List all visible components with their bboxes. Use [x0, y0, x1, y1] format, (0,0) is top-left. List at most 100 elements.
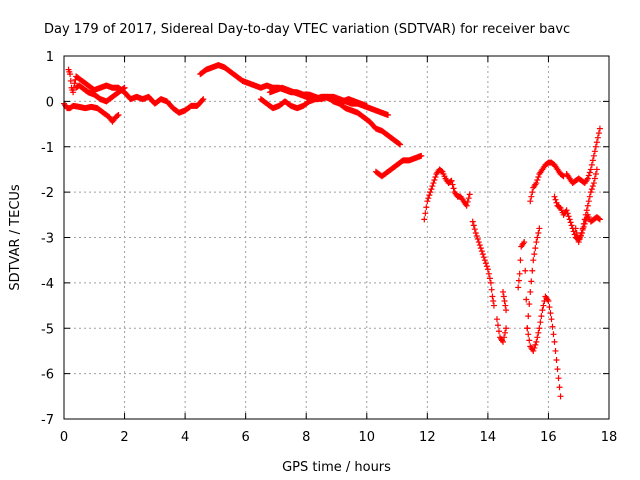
- data-point: [535, 229, 542, 236]
- data-point: [471, 226, 478, 233]
- data-point: [396, 140, 403, 147]
- data-point: [71, 80, 78, 87]
- data-point: [115, 111, 122, 118]
- series-track-f: [266, 84, 370, 109]
- data-point: [581, 216, 588, 223]
- data-point: [424, 198, 431, 205]
- data-point: [585, 198, 592, 205]
- data-point: [591, 175, 598, 182]
- y-tick-label: -6: [41, 368, 54, 383]
- data-point: [427, 189, 434, 196]
- data-point: [551, 338, 558, 345]
- data-point: [590, 152, 597, 159]
- data-point: [464, 198, 471, 205]
- data-point: [199, 97, 206, 104]
- data-point: [577, 232, 584, 239]
- data-point: [551, 193, 558, 200]
- data-point: [596, 216, 603, 223]
- data-point: [500, 293, 507, 300]
- data-point: [501, 334, 508, 341]
- data-point: [553, 357, 560, 364]
- data-point: [532, 341, 539, 348]
- data-point: [517, 257, 524, 264]
- series-track-m: [527, 159, 567, 205]
- data-point: [591, 148, 598, 155]
- data-point: [549, 323, 556, 330]
- data-point: [525, 313, 532, 320]
- data-point: [516, 270, 523, 277]
- data-point: [490, 302, 497, 309]
- data-point: [438, 167, 445, 174]
- data-point: [587, 189, 594, 196]
- data-point: [568, 222, 575, 229]
- data-point: [588, 161, 595, 168]
- x-axis-label: GPS time / hours: [282, 460, 391, 475]
- data-point: [500, 288, 507, 295]
- data-point: [484, 266, 491, 273]
- y-tick-label: -1: [41, 141, 54, 156]
- data-point: [552, 196, 559, 203]
- data-point: [595, 130, 602, 137]
- data-point: [423, 204, 430, 211]
- data-point: [528, 193, 535, 200]
- data-point: [429, 183, 436, 190]
- data-point: [67, 77, 74, 84]
- data-point: [589, 183, 596, 190]
- data-point: [521, 239, 528, 246]
- data-point: [573, 229, 580, 236]
- data-point: [592, 143, 599, 150]
- data-point: [515, 277, 522, 284]
- y-tick-label: -3: [41, 232, 54, 247]
- data-point: [594, 134, 601, 141]
- data-point: [540, 302, 547, 309]
- data-point: [524, 325, 531, 332]
- data-point: [426, 192, 433, 199]
- data-point: [473, 232, 480, 239]
- data-point: [536, 325, 543, 332]
- series-track-q: [572, 166, 600, 246]
- data-point: [477, 245, 484, 252]
- data-point: [430, 180, 437, 187]
- chart-title: Day 179 of 2017, Sidereal Day-to-day VTE…: [44, 22, 570, 37]
- series-track-j: [493, 316, 510, 345]
- data-point: [502, 329, 509, 336]
- data-point: [579, 225, 586, 232]
- data-point: [529, 267, 536, 274]
- data-point: [503, 307, 510, 314]
- data-point: [585, 172, 592, 179]
- data-point: [490, 298, 497, 305]
- data-point: [589, 157, 596, 164]
- data-point: [576, 236, 583, 243]
- data-point: [565, 213, 572, 220]
- data-point: [120, 85, 127, 92]
- x-tick-label: 2: [120, 430, 128, 445]
- data-point: [575, 239, 582, 246]
- data-point: [554, 366, 561, 373]
- data-point: [421, 216, 428, 223]
- data-point: [564, 210, 571, 217]
- data-point: [432, 174, 439, 180]
- grid: [64, 56, 609, 419]
- data-point: [526, 301, 533, 308]
- series-track-b: [65, 66, 207, 116]
- data-point: [545, 298, 552, 305]
- y-tick-label: -7: [41, 413, 54, 428]
- data-point: [586, 169, 593, 176]
- data-point: [465, 195, 472, 202]
- data-point: [557, 393, 564, 400]
- data-point: [546, 304, 553, 311]
- data-point: [572, 225, 579, 232]
- data-point: [553, 199, 560, 206]
- data-point: [114, 112, 121, 119]
- data-point: [528, 278, 535, 285]
- data-point: [431, 177, 438, 184]
- data-point: [469, 218, 476, 225]
- data-point: [500, 338, 507, 345]
- x-tick-label: 6: [242, 430, 250, 445]
- data-point: [502, 302, 509, 309]
- data-point: [532, 245, 539, 252]
- data-point: [550, 331, 557, 338]
- y-tick-label: 0: [46, 95, 54, 110]
- data-point: [556, 204, 563, 211]
- data-point: [531, 251, 538, 258]
